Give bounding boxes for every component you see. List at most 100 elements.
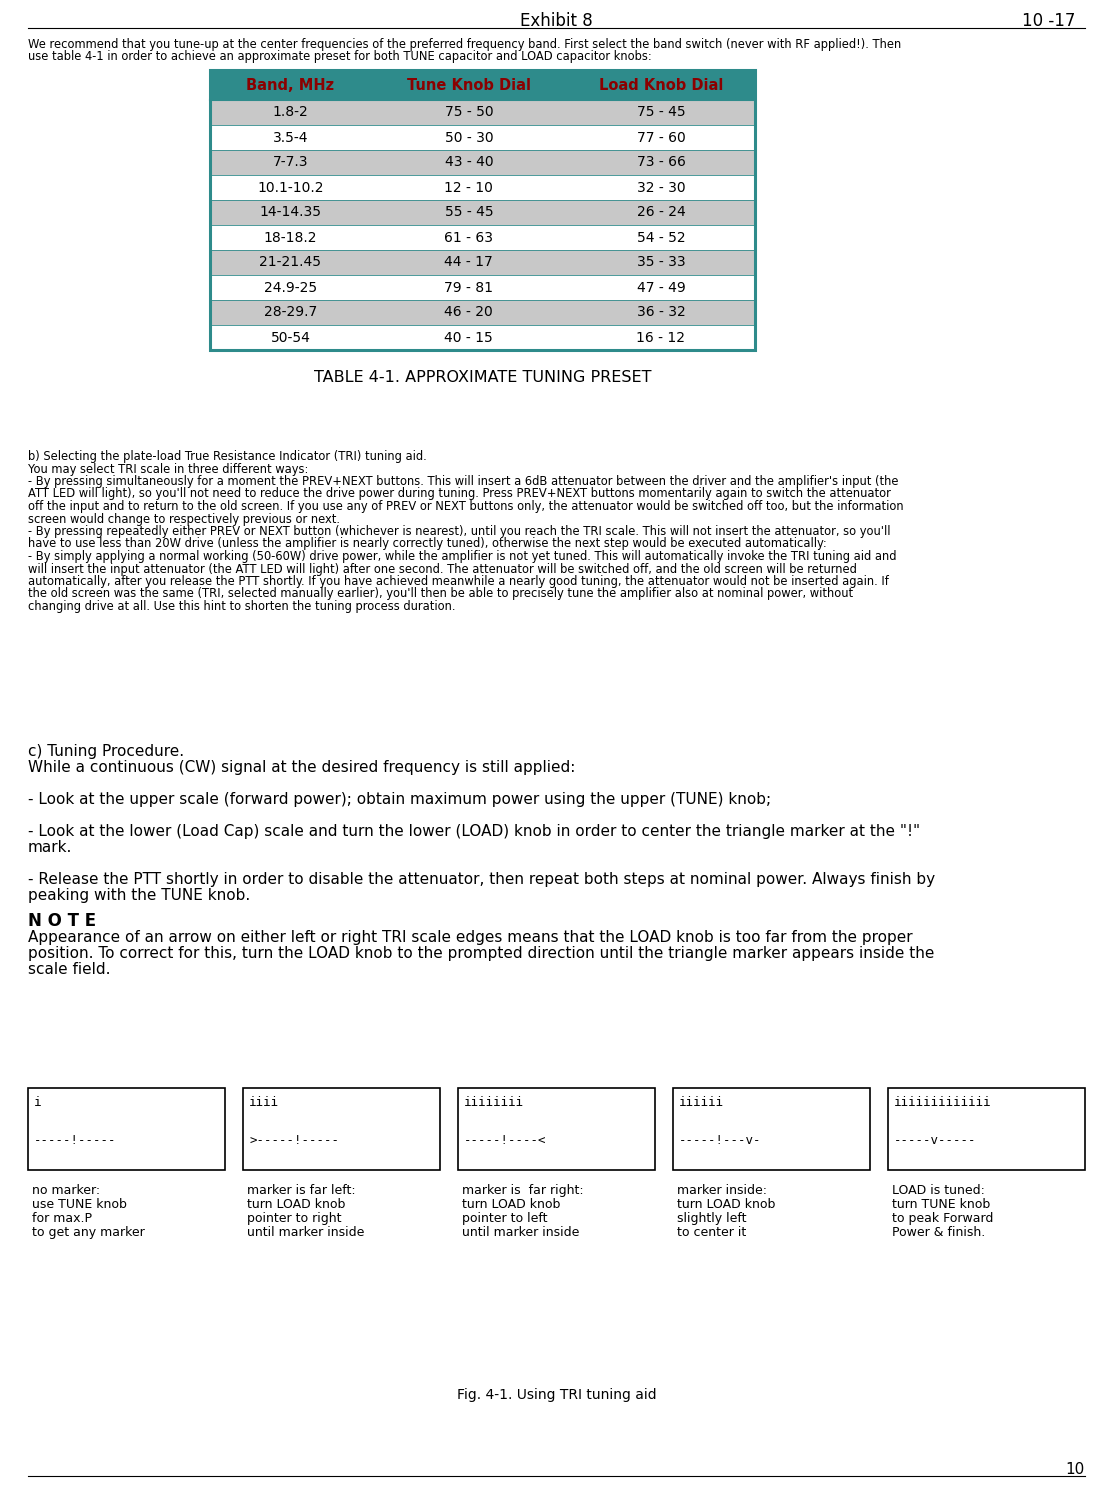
Text: i: i — [35, 1097, 41, 1109]
Text: turn TUNE knob: turn TUNE knob — [892, 1198, 991, 1211]
Text: 28-29.7: 28-29.7 — [264, 305, 317, 319]
Text: scale field.: scale field. — [28, 963, 110, 977]
Text: turn LOAD knob: turn LOAD knob — [247, 1198, 345, 1211]
Text: turn LOAD knob: turn LOAD knob — [677, 1198, 776, 1211]
Text: Power & finish.: Power & finish. — [892, 1226, 985, 1240]
Text: position. To correct for this, turn the LOAD knob to the prompted direction unti: position. To correct for this, turn the … — [28, 946, 935, 961]
Text: - By pressing repeatedly either PREV or NEXT button (whichever is nearest), unti: - By pressing repeatedly either PREV or … — [28, 524, 890, 538]
Text: You may select TRI scale in three different ways:: You may select TRI scale in three differ… — [28, 462, 308, 475]
Text: 16 - 12: 16 - 12 — [637, 331, 686, 344]
Text: iiiiiiii: iiiiiiii — [464, 1097, 524, 1109]
Text: 50-54: 50-54 — [270, 331, 311, 344]
Text: use table 4-1 in order to achieve an approximate preset for both TUNE capacitor : use table 4-1 in order to achieve an app… — [28, 51, 652, 63]
Text: to get any marker: to get any marker — [32, 1226, 145, 1240]
Text: have to use less than 20W drive (unless the amplifier is nearly correctly tuned): have to use less than 20W drive (unless … — [28, 538, 827, 550]
Text: 14-14.35: 14-14.35 — [259, 206, 322, 219]
Bar — [210, 125, 755, 150]
Text: 18-18.2: 18-18.2 — [264, 231, 317, 244]
Text: - By simply applying a normal working (50-60W) drive power, while the amplifier : - By simply applying a normal working (5… — [28, 550, 896, 563]
Text: marker inside:: marker inside: — [677, 1185, 767, 1196]
Text: Band, MHz: Band, MHz — [246, 77, 334, 92]
Text: 43 - 40: 43 - 40 — [444, 155, 493, 170]
Text: no marker:: no marker: — [32, 1185, 100, 1196]
Text: 24.9-25: 24.9-25 — [264, 280, 317, 295]
Text: until marker inside: until marker inside — [462, 1226, 580, 1240]
Text: 10: 10 — [1066, 1462, 1085, 1477]
Bar — [888, 1088, 1085, 1170]
Bar — [28, 1088, 225, 1170]
Text: Load Knob Dial: Load Knob Dial — [599, 77, 723, 92]
Text: mark.: mark. — [28, 840, 72, 855]
Text: for max.P: for max.P — [32, 1211, 92, 1225]
Text: 75 - 45: 75 - 45 — [637, 106, 686, 119]
Text: use TUNE knob: use TUNE knob — [32, 1198, 127, 1211]
Text: - By pressing simultaneously for a moment the PREV+NEXT buttons. This will inser: - By pressing simultaneously for a momen… — [28, 475, 898, 489]
Text: 79 - 81: 79 - 81 — [444, 280, 493, 295]
Bar — [210, 325, 755, 350]
Text: -----!-----: -----!----- — [35, 1134, 117, 1147]
Text: 10 -17: 10 -17 — [1022, 12, 1075, 30]
Text: off the input and to return to the old screen. If you use any of PREV or NEXT bu: off the input and to return to the old s… — [28, 501, 904, 513]
Text: b) Selecting the plate-load True Resistance Indicator (TRI) tuning aid.: b) Selecting the plate-load True Resista… — [28, 450, 426, 463]
Text: 73 - 66: 73 - 66 — [637, 155, 686, 170]
Text: 10.1-10.2: 10.1-10.2 — [257, 180, 324, 195]
Text: 26 - 24: 26 - 24 — [637, 206, 686, 219]
Text: 54 - 52: 54 - 52 — [637, 231, 686, 244]
Text: - Look at the upper scale (forward power); obtain maximum power using the upper : - Look at the upper scale (forward power… — [28, 793, 771, 808]
Text: >-----!-----: >-----!----- — [249, 1134, 339, 1147]
Text: 36 - 32: 36 - 32 — [637, 305, 686, 319]
Text: slightly left: slightly left — [677, 1211, 747, 1225]
Text: to peak Forward: to peak Forward — [892, 1211, 994, 1225]
Text: 46 - 20: 46 - 20 — [444, 305, 493, 319]
Text: -----!---v-: -----!---v- — [679, 1134, 761, 1147]
Text: iiii: iiii — [249, 1097, 279, 1109]
Bar — [210, 250, 755, 276]
Text: iiiiii: iiiiii — [679, 1097, 723, 1109]
Bar — [210, 200, 755, 225]
Text: We recommend that you tune-up at the center frequencies of the preferred frequen: We recommend that you tune-up at the cen… — [28, 39, 902, 51]
Text: - Release the PTT shortly in order to disable the attenuator, then repeat both s: - Release the PTT shortly in order to di… — [28, 872, 935, 887]
Bar — [210, 299, 755, 325]
Text: Appearance of an arrow on either left or right TRI scale edges means that the LO: Appearance of an arrow on either left or… — [28, 930, 913, 945]
Text: marker is  far right:: marker is far right: — [462, 1185, 583, 1196]
Text: 35 - 33: 35 - 33 — [637, 255, 686, 270]
Bar — [210, 225, 755, 250]
Text: 12 - 10: 12 - 10 — [444, 180, 493, 195]
Text: 50 - 30: 50 - 30 — [444, 131, 493, 145]
Text: Fig. 4-1. Using TRI tuning aid: Fig. 4-1. Using TRI tuning aid — [456, 1389, 657, 1402]
Text: 32 - 30: 32 - 30 — [637, 180, 686, 195]
Bar — [210, 276, 755, 299]
Text: turn LOAD knob: turn LOAD knob — [462, 1198, 560, 1211]
Text: 77 - 60: 77 - 60 — [637, 131, 686, 145]
Text: 44 - 17: 44 - 17 — [444, 255, 493, 270]
Text: -----v-----: -----v----- — [894, 1134, 976, 1147]
Text: 55 - 45: 55 - 45 — [444, 206, 493, 219]
Text: 47 - 49: 47 - 49 — [637, 280, 686, 295]
Text: 3.5-4: 3.5-4 — [273, 131, 308, 145]
Text: LOAD is tuned:: LOAD is tuned: — [892, 1185, 985, 1196]
Text: automatically, after you release the PTT shortly. If you have achieved meanwhile: automatically, after you release the PTT… — [28, 575, 889, 589]
Text: will insert the input attenuator (the ATT LED will light) after one second. The : will insert the input attenuator (the AT… — [28, 563, 857, 575]
Text: c) Tuning Procedure.: c) Tuning Procedure. — [28, 744, 184, 758]
Text: N O T E: N O T E — [28, 912, 96, 930]
Bar — [243, 1088, 440, 1170]
Text: until marker inside: until marker inside — [247, 1226, 364, 1240]
Text: screen would change to respectively previous or next.: screen would change to respectively prev… — [28, 513, 339, 526]
Text: iiiiiiiiiiiii: iiiiiiiiiiiii — [894, 1097, 992, 1109]
Text: the old screen was the same (TRI, selected manually earlier), you'll then be abl: the old screen was the same (TRI, select… — [28, 587, 854, 600]
Text: 40 - 15: 40 - 15 — [444, 331, 493, 344]
Text: ATT LED will light), so you'll not need to reduce the drive power during tuning.: ATT LED will light), so you'll not need … — [28, 487, 890, 501]
Text: marker is far left:: marker is far left: — [247, 1185, 356, 1196]
Text: While a continuous (CW) signal at the desired frequency is still applied:: While a continuous (CW) signal at the de… — [28, 760, 575, 775]
Bar — [459, 1088, 654, 1170]
Bar — [210, 174, 755, 200]
Text: pointer to right: pointer to right — [247, 1211, 342, 1225]
Text: pointer to left: pointer to left — [462, 1211, 548, 1225]
Text: 75 - 50: 75 - 50 — [444, 106, 493, 119]
Text: - Look at the lower (Load Cap) scale and turn the lower (LOAD) knob in order to : - Look at the lower (Load Cap) scale and… — [28, 824, 920, 839]
Bar — [210, 150, 755, 174]
Text: changing drive at all. Use this hint to shorten the tuning process duration.: changing drive at all. Use this hint to … — [28, 600, 455, 612]
Text: 1.8-2: 1.8-2 — [273, 106, 308, 119]
Text: Exhibit 8: Exhibit 8 — [520, 12, 593, 30]
Text: peaking with the TUNE knob.: peaking with the TUNE knob. — [28, 888, 250, 903]
